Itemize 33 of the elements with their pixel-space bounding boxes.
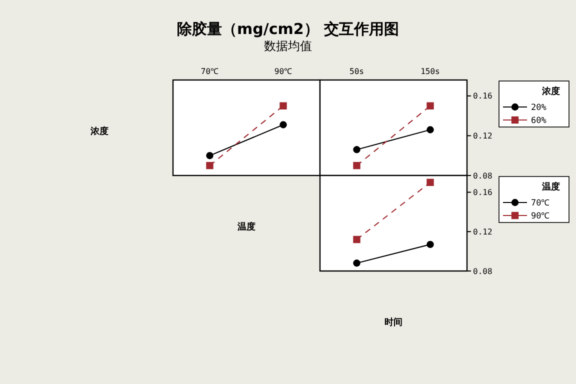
legend-title: 浓度 — [541, 86, 560, 97]
point — [426, 126, 434, 134]
point — [353, 236, 360, 244]
x-tick-label: 70℃ — [200, 67, 219, 76]
chart-title: 除胶量（mg/cm2） 交互作用图 — [176, 20, 400, 38]
legend-label: 20% — [531, 102, 546, 113]
legend-label: 70℃ — [531, 198, 550, 208]
point — [353, 162, 360, 170]
point — [426, 240, 434, 248]
chart-subtitle: 数据均值 — [264, 39, 312, 53]
y-tick-label: 0.12 — [473, 227, 492, 236]
x-tick-label: 150s — [420, 67, 440, 76]
point — [206, 162, 214, 170]
legend-title: 温度 — [541, 182, 560, 192]
point — [353, 146, 360, 154]
legend-label: 60% — [531, 116, 546, 126]
x-axis-title: 时间 — [384, 316, 402, 328]
x-tick-label: 90℃ — [274, 67, 292, 76]
y-tick-label: 0.16 — [473, 188, 492, 198]
y-tick-label: 0.12 — [473, 132, 492, 141]
y-tick-label: 0.16 — [473, 92, 492, 101]
point — [426, 178, 434, 186]
point — [280, 121, 287, 128]
point — [353, 260, 360, 267]
point — [206, 152, 214, 160]
y-tick-label: 0.08 — [473, 266, 492, 276]
point — [426, 102, 434, 110]
x-tick-label: 50s — [350, 67, 364, 76]
y-axis-title: 浓度 — [90, 126, 108, 137]
legend-label: 90℃ — [531, 211, 550, 222]
x-axis-title: 温度 — [236, 221, 256, 232]
point — [280, 102, 287, 110]
y-tick-label: 0.08 — [473, 171, 492, 180]
